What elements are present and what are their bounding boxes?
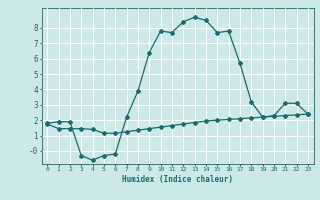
X-axis label: Humidex (Indice chaleur): Humidex (Indice chaleur) <box>122 175 233 184</box>
